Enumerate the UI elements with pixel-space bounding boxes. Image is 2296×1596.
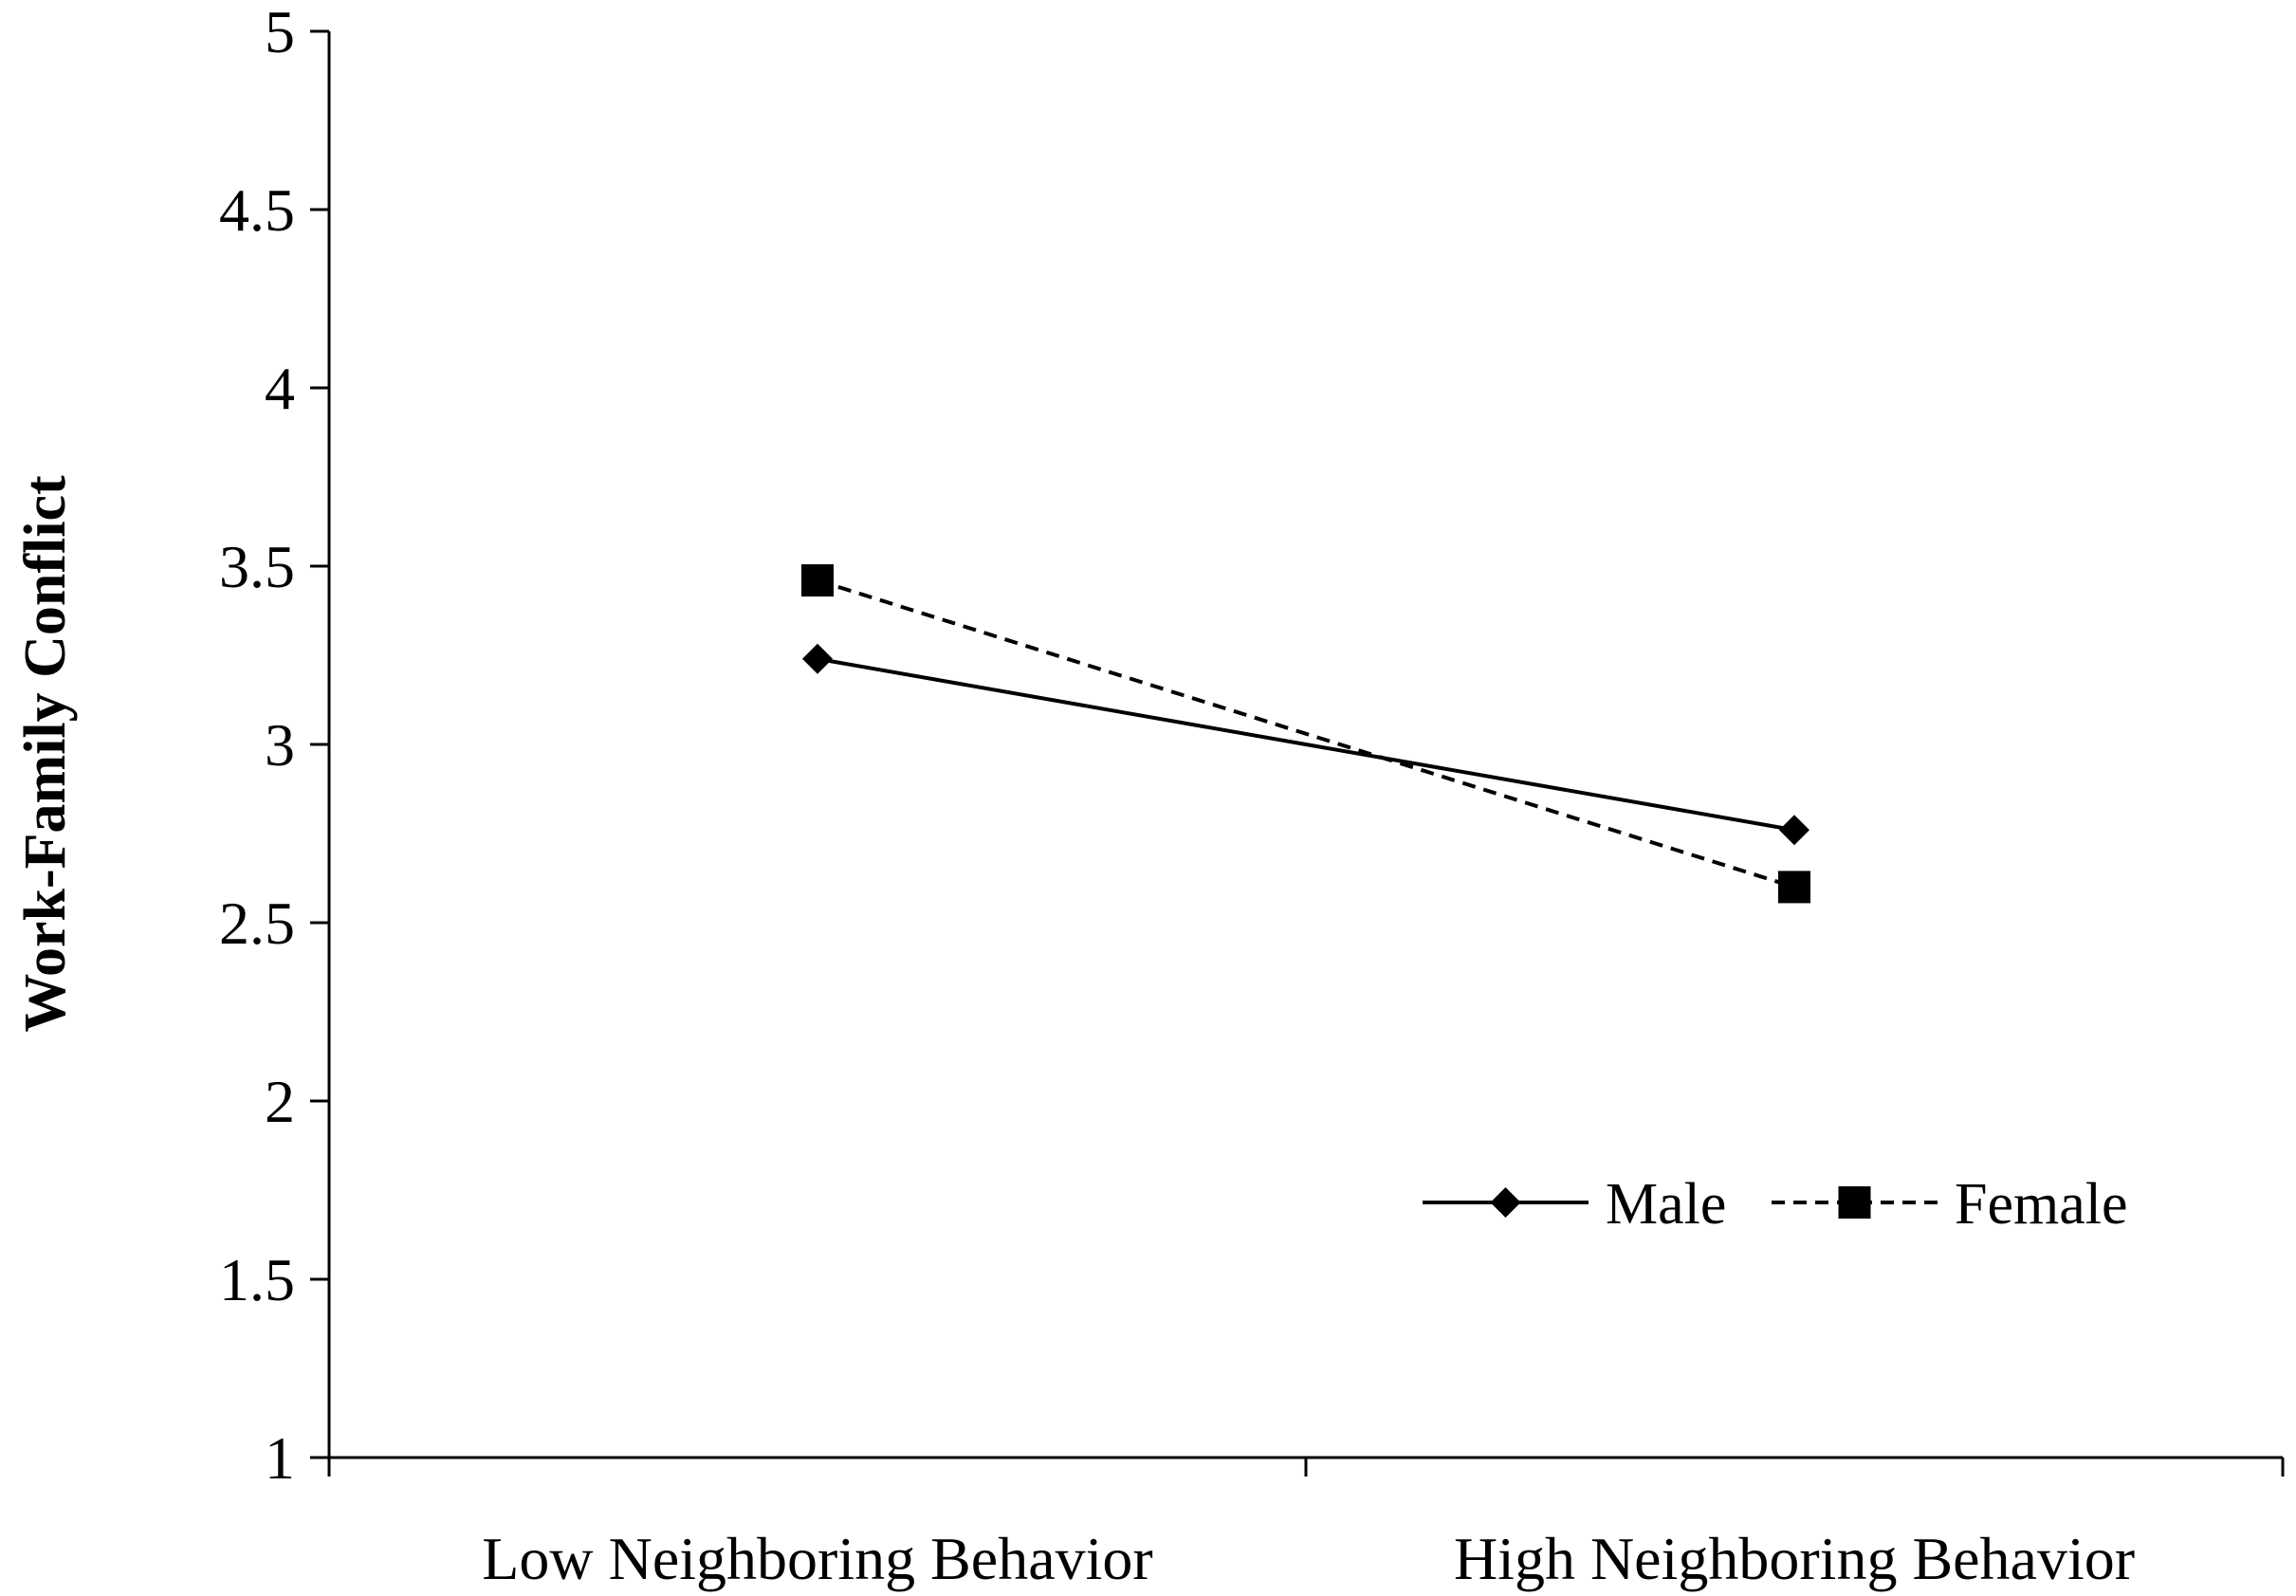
y-tick-label: 1 (265, 1424, 295, 1492)
legend-marker-male (1490, 1187, 1521, 1218)
y-tick-label: 1.5 (219, 1246, 295, 1313)
y-tick-label: 4.5 (219, 176, 295, 244)
y-axis-label: Work-Family Conflict (13, 475, 78, 1033)
series-female (801, 564, 1810, 904)
y-tick-label: 2 (265, 1068, 295, 1135)
data-point-female (801, 564, 834, 597)
x-axis-categories: Low Neighboring Behavior High Neighboring… (482, 1525, 2135, 1592)
y-tick-label: 2.5 (219, 890, 295, 957)
data-point-male (802, 643, 833, 674)
series-male (802, 643, 1809, 846)
legend: Male Female (1423, 1172, 2128, 1237)
y-axis-ticks: 1 1.5 2 2.5 3 3.5 4 4.5 5 (219, 0, 329, 1492)
y-tick-label: 3.5 (219, 533, 295, 600)
series-layer (801, 564, 1810, 904)
y-tick-label: 4 (265, 355, 295, 422)
legend-label-female: Female (1955, 1172, 2128, 1237)
legend-item-female: Female (1772, 1172, 2128, 1237)
y-tick-label: 3 (265, 711, 295, 779)
y-tick-label: 5 (265, 0, 295, 65)
axes (327, 31, 2285, 1477)
series-line-male (817, 656, 1795, 833)
x-category-label: Low Neighboring Behavior (482, 1525, 1152, 1592)
legend-marker-female (1838, 1186, 1871, 1219)
legend-item-male: Male (1423, 1172, 1726, 1237)
data-point-male (1779, 815, 1809, 846)
x-category-label: High Neighboring Behavior (1454, 1525, 2135, 1592)
series-line-female (817, 578, 1795, 890)
legend-label-male: Male (1606, 1172, 1726, 1237)
data-point-female (1778, 871, 1810, 904)
